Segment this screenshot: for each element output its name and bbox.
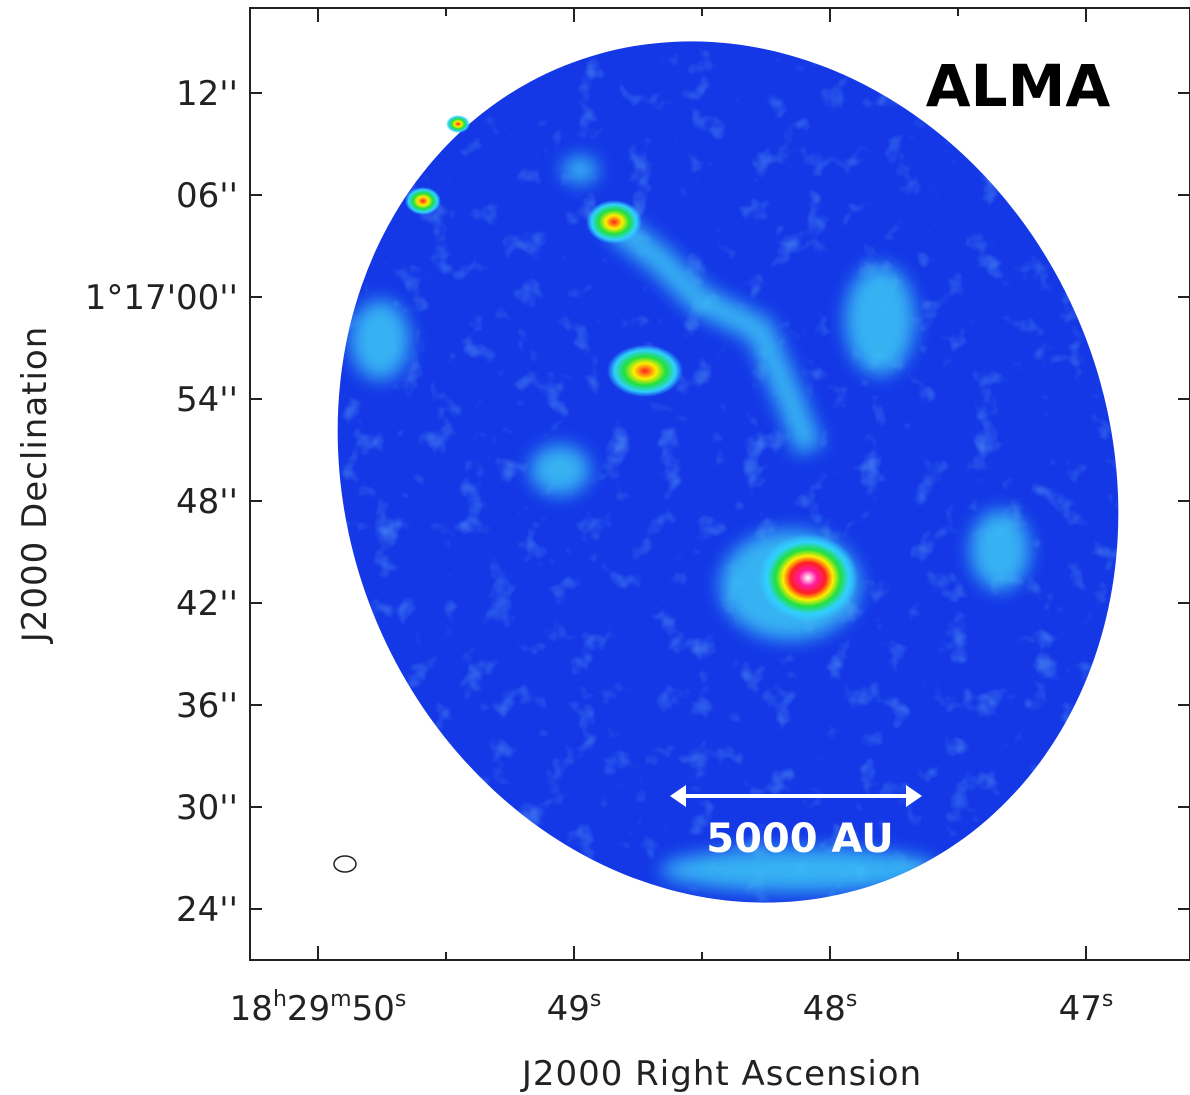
scale-bar [670, 785, 922, 807]
unit: s [1102, 987, 1113, 1012]
x-tick-label: 47s [1059, 987, 1114, 1029]
title: ALMA [926, 52, 1111, 120]
y-tick-label: 30'' [176, 788, 238, 828]
number: 50 [352, 989, 395, 1029]
plot-frame [249, 7, 1190, 961]
x-axis-label: J2000 Right Ascension [520, 1054, 922, 1094]
y-tick-label: 12'' [176, 74, 238, 114]
sources [405, 115, 858, 622]
y-tick-label: 42'' [176, 584, 238, 624]
number: 18 [230, 989, 273, 1029]
number: 49 [547, 989, 590, 1029]
y-tick-label: 36'' [176, 686, 238, 726]
unit: s [395, 987, 406, 1012]
y-tick-label: 1°17'00'' [85, 278, 238, 318]
x-tick-label: 18h29m50s [230, 987, 407, 1029]
x-tick-label: 49s [547, 987, 602, 1029]
unit: m [330, 987, 351, 1012]
y-tick-label: 24'' [176, 890, 238, 930]
unit: h [273, 987, 287, 1012]
number: 48 [803, 989, 846, 1029]
y-tick-label: 54'' [176, 380, 238, 420]
y-axis-label: J2000 Declination [15, 326, 55, 645]
unit: s [846, 987, 857, 1012]
unit: s [590, 987, 601, 1012]
number: 47 [1059, 989, 1102, 1029]
y-tick-label: 06'' [176, 176, 238, 216]
beam [333, 855, 357, 873]
number: 29 [287, 989, 330, 1029]
y-tick-label: 48'' [176, 482, 238, 522]
scale-bar-label: 5000 AU [706, 816, 893, 862]
x-tick-label: 48s [803, 987, 858, 1029]
